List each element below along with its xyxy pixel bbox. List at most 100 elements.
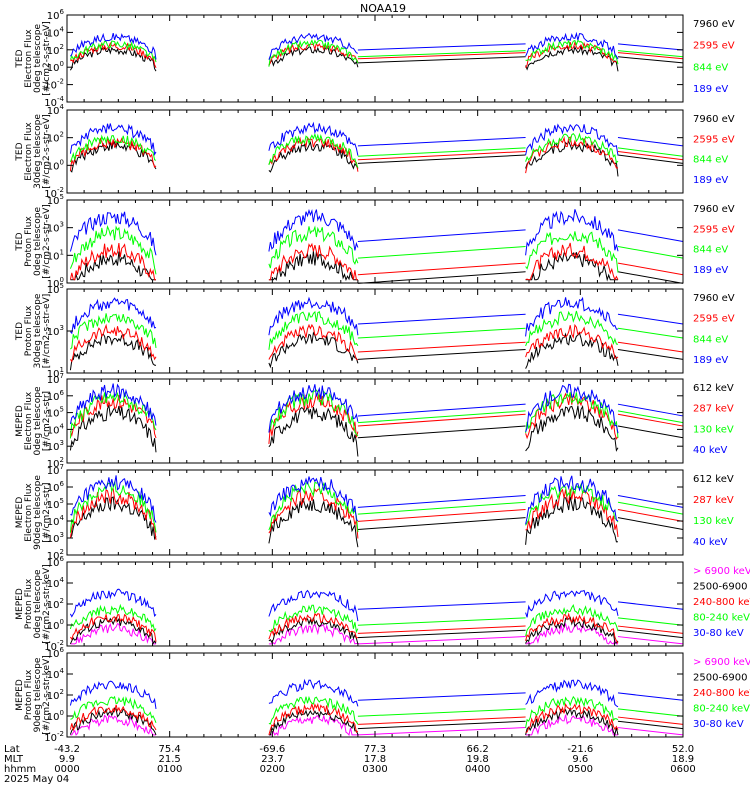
y-tick-base: 10 [47,409,60,420]
y-tick-base: 10 [44,98,57,109]
tail-line-8-3 [617,716,684,725]
y-tick-base: 10 [47,466,60,477]
tail-line-4-2 [617,341,684,353]
y-tick-exponent: 5 [60,406,64,414]
legend-entry: 130 keV [693,424,734,435]
y-tick-label: 103 [47,439,64,453]
y-tick-base: 10 [47,517,60,528]
x-tick-mlt: 9.9 [59,754,75,765]
panel-frame [66,109,684,194]
y-tick-base: 10 [47,600,60,611]
tail-line-1-3 [617,50,684,58]
y-tick-exponent: 6 [60,646,65,654]
y-tick-exponent: -2 [57,78,64,86]
y-tick-label: 105 [47,282,64,296]
legend-entry: 2595 eV [693,41,735,52]
y-tick-exponent: -4 [57,95,65,103]
tail-line-1-1 [617,56,684,64]
y-axis-label-line: 90deg telescope [33,475,43,550]
tail-line-5-1 [617,425,684,439]
y-tick-exponent: 3 [60,439,64,447]
gap-line-5-1 [357,425,526,439]
x-tick-mlt: 17.8 [364,754,386,765]
legend-entry: 40 keV [693,537,727,548]
y-axis-label-line: TED [15,49,25,68]
legend-entry: 240-800 keV [693,597,750,608]
tail-line-5-2 [617,413,684,427]
legend-entry: 30-80 keV [693,719,744,730]
y-tick-label: 10-4 [44,95,64,109]
series-7-1 [70,622,618,645]
gap-line-6-2 [357,508,526,522]
series-2-4 [69,121,619,156]
x-tick-lat: -43.2 [54,744,80,755]
y-tick-label: 100 [47,60,64,74]
series-4-4 [70,296,619,337]
y-axis-label-line: [#/cm2-s-str-keV] [42,564,52,643]
legend-entry: 189 eV [693,84,728,95]
tail-line-2-1 [617,154,684,164]
gap-line-5-3 [357,410,526,424]
y-axis-label-line: TED [15,232,25,251]
series-2-2 [69,136,619,174]
series-1-3 [69,39,619,67]
y-tick-exponent: 5 [60,497,64,505]
y-tick-exponent: 6 [60,555,65,563]
tail-line-3-3 [617,245,684,259]
y-axis-label-line: 0deg telescope [33,569,43,639]
y-tick-label: 105 [47,406,64,420]
y-tick-label: 100 [47,709,64,723]
y-axis-label-line: Proton Flux [24,669,34,720]
tail-line-2-2 [617,150,684,161]
y-tick-label: 10-2 [44,730,64,744]
y-tick-base: 10 [44,733,57,744]
y-tick-label: 105 [47,193,64,207]
y-tick-label: 106 [47,646,65,660]
y-tick-label: 107 [47,372,64,386]
tail-line-7-5 [617,601,684,610]
y-tick-exponent: -2 [57,730,64,738]
y-tick-base: 10 [47,500,60,511]
y-axis-label-line: TED [15,322,25,341]
gap-line-3-1 [357,271,526,284]
legend-entry: 844 eV [693,155,728,166]
x-tick-time: 0000 [54,764,79,775]
y-axis-label-line: [#/cm2-s-str-eV] [42,294,52,369]
y-tick-base: 10 [47,558,60,569]
legend-entry: 844 eV [693,62,728,73]
gap-line-8-1 [357,727,526,736]
x-tick-time: 0400 [465,764,490,775]
tail-line-7-4 [617,617,684,626]
y-axis-label-line: Proton Flux [24,216,34,267]
y-tick-base: 10 [47,621,60,632]
y-tick-exponent: 5 [60,282,64,290]
y-axis-label-line: 90deg telescope [33,657,43,732]
legend-entry: 130 keV [693,516,734,527]
tail-line-5-3 [617,410,684,424]
x-tick-lat: 77.3 [364,744,386,755]
tail-line-6-3 [617,501,684,515]
legend-entry: 7960 eV [693,204,735,215]
y-tick-exponent: 0 [60,618,64,626]
y-tick-exponent: 6 [60,389,65,397]
y-tick-base: 10 [47,691,60,702]
y-tick-label: 102 [47,597,64,611]
y-tick-base: 10 [47,224,60,235]
y-axis-label-line: [#/cm2-s-str] [42,391,52,451]
y-tick-label: 103 [47,221,64,235]
y-tick-base: 10 [47,327,60,338]
series-3-3 [69,225,619,275]
legend-entry: 612 keV [693,474,734,485]
gap-line-2-1 [357,154,526,164]
y-tick-exponent: 7 [60,372,64,380]
gap-line-1-2 [357,52,526,60]
tail-line-3-4 [617,229,684,242]
gap-line-7-2 [357,629,526,639]
gap-line-6-1 [357,517,526,530]
y-tick-base: 10 [47,551,60,562]
y-axis-label-line: 30deg telescope [33,293,43,368]
y-tick-label: 100 [47,618,64,632]
